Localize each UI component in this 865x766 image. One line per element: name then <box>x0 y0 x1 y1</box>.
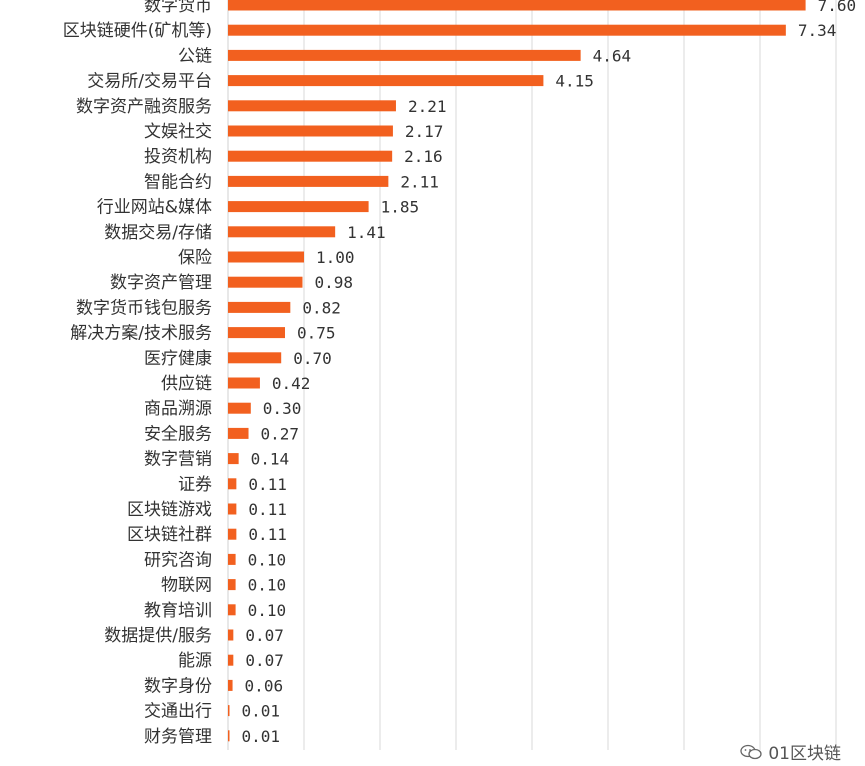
value-label: 0.10 <box>248 576 287 595</box>
category-label: 数字资产融资服务 <box>76 97 212 117</box>
bar <box>228 377 260 389</box>
value-label: 0.11 <box>248 475 287 494</box>
category-label: 保险 <box>178 248 212 268</box>
category-label: 数字货币钱包服务 <box>76 298 212 318</box>
category-label: 数据提供/服务 <box>104 626 212 646</box>
value-label: 0.70 <box>293 349 332 368</box>
bar <box>228 679 233 691</box>
bar <box>228 175 389 187</box>
value-label: 2.11 <box>400 172 439 191</box>
value-label: 1.00 <box>316 248 355 267</box>
bar <box>228 276 303 288</box>
value-label: 4.64 <box>593 46 632 65</box>
bar <box>228 402 251 414</box>
value-label: 7.60 <box>818 0 857 15</box>
bar <box>228 301 291 313</box>
value-label: 2.16 <box>404 147 443 166</box>
category-label: 数字身份 <box>144 676 212 696</box>
category-label: 数字资产管理 <box>110 273 212 293</box>
category-label: 教育培训 <box>144 601 212 621</box>
bar <box>228 654 234 666</box>
category-label: 投资机构 <box>144 147 212 167</box>
category-label: 医疗健康 <box>144 349 212 369</box>
bar <box>228 604 236 616</box>
category-label: 数字货币 <box>144 0 212 16</box>
bars-group <box>228 0 806 742</box>
category-label: 区块链游戏 <box>127 500 212 520</box>
value-label: 0.11 <box>248 525 287 544</box>
value-label: 0.01 <box>242 727 281 746</box>
category-label: 安全服务 <box>144 424 212 444</box>
value-label: 0.10 <box>248 601 287 620</box>
category-label: 文娱社交 <box>144 122 212 142</box>
value-label: 0.75 <box>297 324 336 343</box>
value-label: 0.14 <box>251 450 290 469</box>
value-label: 0.27 <box>261 424 300 443</box>
bar <box>228 125 393 137</box>
value-label: 0.07 <box>245 651 284 670</box>
bar <box>228 553 236 565</box>
category-label: 交通出行 <box>144 702 212 722</box>
value-label: 0.82 <box>302 298 341 317</box>
category-label: 证券 <box>178 475 212 495</box>
category-label: 交易所/交易平台 <box>87 72 212 92</box>
bar <box>228 226 336 238</box>
value-label: 0.30 <box>263 399 302 418</box>
value-label: 1.85 <box>381 198 420 217</box>
category-label: 解决方案/技术服务 <box>70 324 212 344</box>
category-label: 财务管理 <box>144 727 212 747</box>
bar <box>228 75 544 87</box>
category-label: 区块链硬件(矿机等) <box>63 21 212 41</box>
bar <box>228 629 234 641</box>
bar <box>228 478 237 490</box>
category-label: 行业网站&媒体 <box>97 198 212 218</box>
bar <box>228 352 282 364</box>
category-label: 物联网 <box>161 576 212 596</box>
value-label: 0.06 <box>245 676 284 695</box>
category-label: 数据交易/存储 <box>104 223 212 243</box>
wechat-icon <box>740 744 763 759</box>
bar <box>228 0 806 11</box>
bar <box>228 453 239 465</box>
bar <box>228 49 581 61</box>
bar <box>228 251 304 263</box>
bar <box>228 730 230 742</box>
value-label: 0.11 <box>248 500 287 519</box>
category-label: 公链 <box>178 46 212 66</box>
value-label: 2.21 <box>408 97 447 116</box>
bar <box>228 705 230 717</box>
bar <box>228 327 285 339</box>
bar <box>228 579 236 591</box>
value-label: 0.98 <box>314 273 353 292</box>
bar <box>228 503 237 515</box>
category-label: 供应链 <box>161 374 212 394</box>
category-label: 商品溯源 <box>144 399 212 419</box>
value-label: 0.01 <box>242 702 281 721</box>
value-label: 1.41 <box>347 223 386 242</box>
bar <box>228 427 249 439</box>
value-label: 0.07 <box>245 626 284 645</box>
value-label: 7.34 <box>798 21 837 40</box>
watermark: 01区块链 <box>740 739 841 764</box>
bar <box>228 150 393 162</box>
watermark-text: 01区块链 <box>768 744 841 764</box>
bar <box>228 100 396 112</box>
category-label: 区块链社群 <box>127 525 212 545</box>
value-label: 4.15 <box>555 72 594 91</box>
value-label: 2.17 <box>405 122 444 141</box>
category-label: 智能合约 <box>144 172 212 192</box>
grid-lines <box>227 0 837 750</box>
category-label: 数字营销 <box>144 450 212 470</box>
value-label: 0.10 <box>248 550 287 569</box>
value-label: 0.42 <box>272 374 311 393</box>
category-label: 研究咨询 <box>144 550 212 570</box>
bar <box>228 201 369 213</box>
value-labels: 7.60 7.34 4.64 4.15 2.21 2.17 2.16 2.11 1.85 1.41… <box>242 0 857 746</box>
bar <box>228 528 237 540</box>
bar <box>228 24 786 36</box>
category-label: 能源 <box>178 651 212 671</box>
